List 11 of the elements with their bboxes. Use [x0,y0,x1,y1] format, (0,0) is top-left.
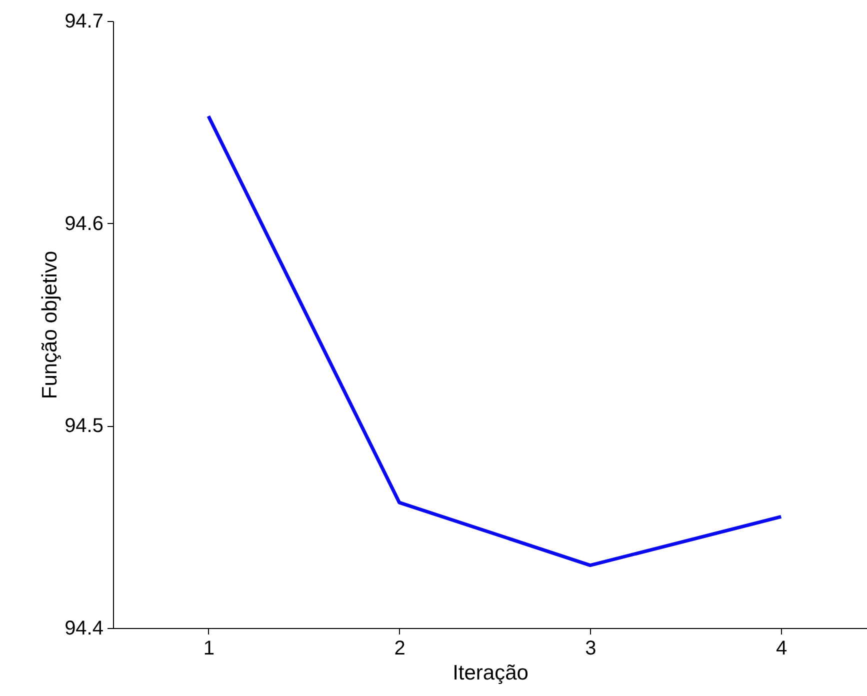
x-tick-label: 1 [203,638,215,660]
y-tick-label: 94.5 [64,415,104,438]
x-tick-label: 3 [585,638,596,660]
y-tick-label: 94.7 [64,10,104,32]
y-axis-title: Função objetivo [38,250,62,400]
y-tick-label: 94.6 [64,212,104,235]
x-tick-label: 2 [394,638,406,660]
x-axis-title: Iteração [452,662,528,684]
x-tick-label: 4 [776,638,788,660]
line-series [206,114,783,568]
y-tick-label: 94.4 [64,618,104,640]
